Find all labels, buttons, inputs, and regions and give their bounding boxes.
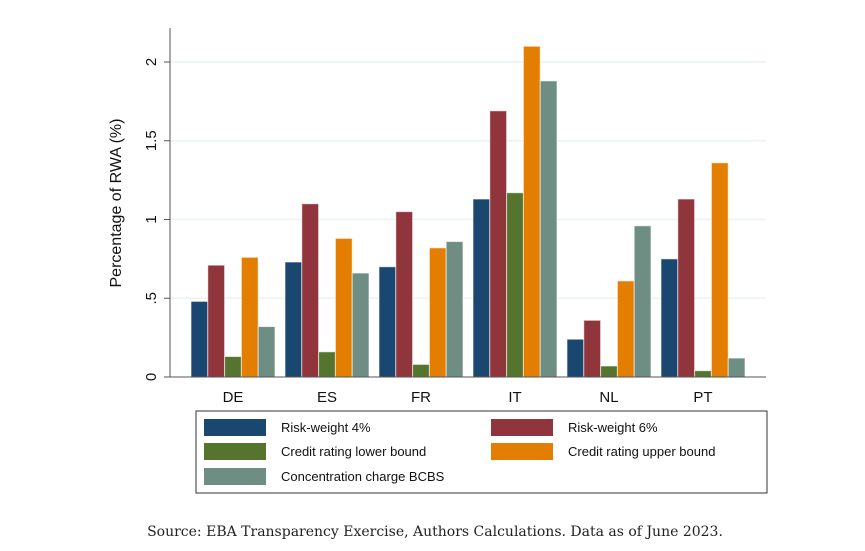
bar-de-1	[207, 264, 226, 378]
bar-pt-4	[727, 357, 746, 378]
legend: Risk-weight 4% Risk-weight 6% Credit ratin…	[195, 410, 768, 494]
x-tick-label: FR	[411, 389, 431, 406]
bar-pt-2	[694, 370, 712, 378]
legend-label: Concentration charge BCBS	[281, 469, 445, 484]
legend-label: Risk-weight 6%	[568, 420, 658, 435]
y-tick-label: .5	[143, 292, 160, 305]
bar-fr-0	[378, 266, 397, 378]
bar-nl-1	[583, 319, 602, 378]
bar-nl-2	[600, 365, 618, 378]
bar-es-0	[284, 261, 303, 378]
bar-nl-0	[566, 338, 585, 378]
bar-es-2	[318, 351, 336, 378]
bar-es-3	[334, 237, 353, 378]
legend-label: Risk-weight 4%	[281, 420, 371, 435]
bar-it-3	[522, 45, 541, 378]
legend-swatch	[491, 443, 553, 460]
bar-de-4	[257, 326, 276, 378]
y-axis-title: Percentage of RWA (%)	[108, 119, 125, 288]
y-tick-label: 1.5	[143, 130, 160, 151]
x-tick-label: IT	[508, 389, 521, 406]
bar-fr-3	[428, 247, 447, 378]
bar-it-0	[472, 198, 491, 378]
y-tick-label: 0	[143, 373, 160, 381]
legend-swatch	[204, 419, 266, 436]
bar-fr-4	[445, 241, 464, 378]
bar-de-0	[190, 300, 209, 378]
bar-it-2	[506, 192, 524, 378]
bar-es-4	[351, 272, 370, 378]
bar-pt-1	[677, 198, 696, 378]
source-note: Source: EBA Transparency Exercise, Autho…	[147, 524, 723, 540]
bars	[190, 45, 746, 378]
bar-de-2	[224, 356, 242, 378]
bar-it-1	[489, 110, 508, 378]
legend-swatch	[491, 419, 553, 436]
legend-swatch	[204, 443, 266, 460]
legend-swatch	[204, 468, 266, 485]
bar-de-3	[240, 256, 259, 378]
bar-fr-1	[395, 211, 414, 378]
legend-label: Credit rating upper bound	[568, 444, 715, 459]
y-tick-label: 1	[143, 215, 160, 223]
bar-pt-0	[660, 258, 679, 378]
bar-fr-2	[412, 363, 430, 378]
legend-label: Credit rating lower bound	[281, 444, 426, 459]
y-axis-ticks: 0 .5 1 1.5 2	[143, 58, 170, 381]
x-tick-label: NL	[599, 389, 618, 406]
bar-nl-3	[616, 280, 635, 378]
bar-nl-4	[633, 225, 652, 378]
bar-es-1	[301, 203, 320, 378]
x-tick-label: ES	[317, 389, 337, 406]
bar-pt-3	[710, 162, 729, 378]
y-tick-label: 2	[143, 58, 160, 66]
x-tick-label: PT	[693, 389, 712, 406]
bar-it-4	[539, 80, 558, 378]
legend-frame	[195, 410, 768, 494]
x-tick-label: DE	[223, 389, 244, 406]
x-axis-ticks: DE ES FR IT NL PT	[223, 389, 713, 406]
